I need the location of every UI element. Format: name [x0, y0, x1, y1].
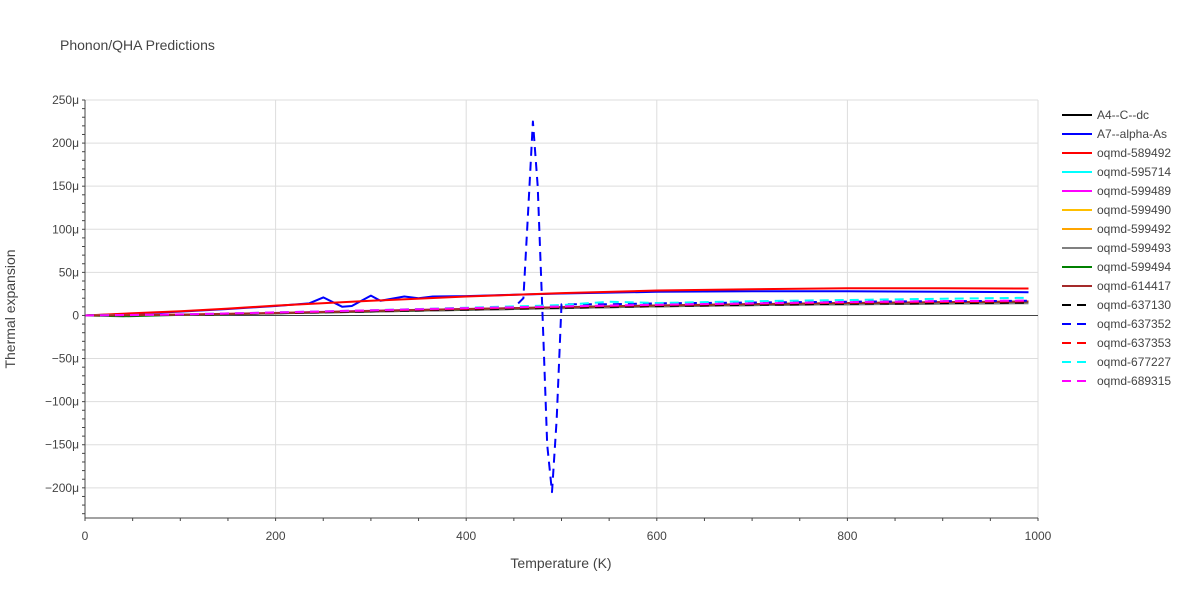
- legend-label: oqmd-599489: [1097, 184, 1171, 198]
- plot-area: [85, 120, 1029, 494]
- legend-item[interactable]: oqmd-599492: [1062, 222, 1171, 236]
- grid: [85, 99, 1039, 518]
- legend: A4--C--dc A7--alpha-As oqmd-589492 oqmd-595…: [1062, 108, 1171, 388]
- legend-label: A4--C--dc: [1097, 108, 1149, 122]
- legend-label: oqmd-589492: [1097, 146, 1171, 160]
- legend-label: oqmd-595714: [1097, 165, 1171, 179]
- legend-item[interactable]: oqmd-689315: [1062, 374, 1171, 388]
- legend-item[interactable]: oqmd-599494: [1062, 260, 1171, 274]
- y-tick-label: 250μ: [52, 93, 79, 107]
- legend-item[interactable]: oqmd-599489: [1062, 184, 1171, 198]
- x-tick-label: 800: [837, 529, 857, 543]
- legend-label: oqmd-677227: [1097, 355, 1171, 369]
- legend-label: oqmd-599492: [1097, 222, 1171, 236]
- legend-item[interactable]: oqmd-637353: [1062, 336, 1171, 350]
- y-tick-label: −200μ: [45, 481, 79, 495]
- y-axis-title: Thermal expansion: [2, 249, 18, 368]
- y-tick-label: 150μ: [52, 179, 79, 193]
- series-line-oqmd-689315: [85, 299, 1029, 317]
- x-tick-label: 400: [456, 529, 476, 543]
- legend-label: oqmd-614417: [1097, 279, 1171, 293]
- x-tick-label: 200: [266, 529, 286, 543]
- y-tick-label: 0: [72, 308, 79, 322]
- legend-item[interactable]: oqmd-614417: [1062, 279, 1171, 293]
- y-tick-label: 100μ: [52, 222, 79, 236]
- y-tick-label: −150μ: [45, 438, 79, 452]
- legend-item[interactable]: A4--C--dc: [1062, 108, 1149, 122]
- legend-label: oqmd-689315: [1097, 374, 1171, 388]
- legend-item[interactable]: oqmd-677227: [1062, 355, 1171, 369]
- y-tick-label: −50μ: [52, 352, 79, 366]
- x-tick-label: 600: [647, 529, 667, 543]
- legend-label: A7--alpha-As: [1097, 127, 1167, 141]
- legend-item[interactable]: oqmd-599490: [1062, 203, 1171, 217]
- series-line-oqmd-677227: [85, 296, 1029, 317]
- legend-label: oqmd-599494: [1097, 260, 1171, 274]
- axes: 0 200 400 600 800 1000 250μ 200μ 150μ 100μ 50μ 0 −50…: [45, 93, 1052, 543]
- legend-label: oqmd-637353: [1097, 336, 1171, 350]
- legend-item[interactable]: oqmd-589492: [1062, 146, 1171, 160]
- legend-item[interactable]: A7--alpha-As: [1062, 127, 1167, 141]
- legend-item[interactable]: oqmd-637352: [1062, 317, 1171, 331]
- y-tick-label: 50μ: [59, 265, 79, 279]
- legend-item[interactable]: oqmd-599493: [1062, 241, 1171, 255]
- x-axis-title: Temperature (K): [510, 555, 611, 571]
- x-tick-label: 0: [82, 529, 89, 543]
- y-tick-label: 200μ: [52, 136, 79, 150]
- legend-item[interactable]: oqmd-637130: [1062, 298, 1171, 312]
- legend-label: oqmd-637130: [1097, 298, 1171, 312]
- legend-item[interactable]: oqmd-595714: [1062, 165, 1171, 179]
- x-tick-label: 1000: [1025, 529, 1052, 543]
- legend-label: oqmd-637352: [1097, 317, 1171, 331]
- series-layer: [85, 120, 1029, 494]
- chart-title: Phonon/QHA Predictions: [60, 37, 215, 53]
- y-tick-label: −100μ: [45, 395, 79, 409]
- legend-label: oqmd-599493: [1097, 241, 1171, 255]
- legend-label: oqmd-599490: [1097, 203, 1171, 217]
- series-line-oqmd-589492: [85, 287, 1029, 317]
